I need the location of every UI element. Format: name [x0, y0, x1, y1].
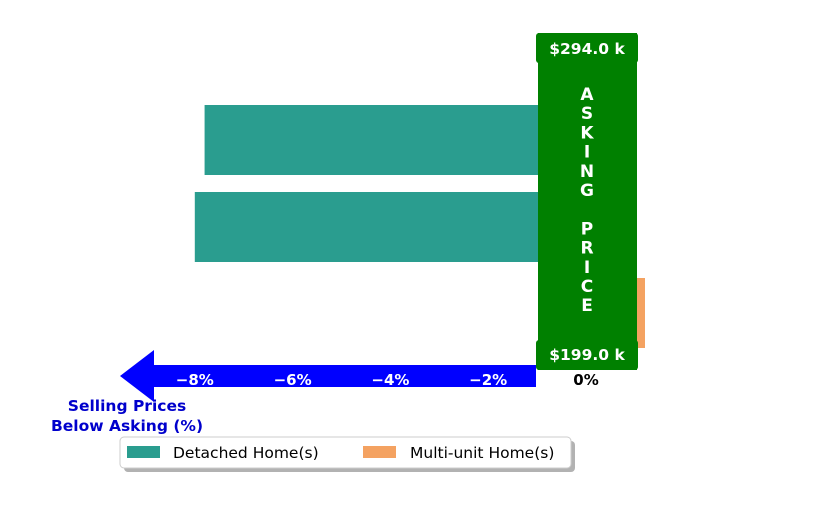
asking-price-column: [538, 33, 637, 370]
bottom-price-badge: [536, 340, 638, 370]
bottom-price-label: $199.0 k: [549, 346, 625, 364]
x-tick-label: −2%: [469, 371, 507, 389]
legend: Detached Home(s) Multi-unit Home(s): [119, 436, 575, 472]
asking-price-box: $294.0 k $199.0 k A S K I N G P R I C E: [536, 33, 638, 370]
top-price-badge: [536, 33, 638, 63]
x-tick-label: −4%: [371, 371, 409, 389]
legend-swatch: [127, 446, 160, 458]
detached-bar-1: [204, 105, 586, 175]
x-ticks: −8% −6% −4% −2% 0%: [176, 371, 599, 389]
x-tick-label: −6%: [274, 371, 312, 389]
x-tick-label: 0%: [573, 371, 598, 389]
x-axis-arrow: [120, 350, 536, 402]
legend-swatch: [363, 446, 396, 458]
legend-label: Detached Home(s): [173, 444, 319, 462]
legend-label: Multi-unit Home(s): [410, 444, 554, 462]
arrow-shaft: [150, 365, 536, 387]
legend-box: [119, 436, 572, 469]
multi-unit-bar-1: [636, 278, 645, 348]
detached-bar-2: [194, 192, 587, 262]
arrow-head: [120, 350, 154, 402]
x-axis-label: Selling Prices Below Asking (%): [51, 397, 203, 435]
x-axis-title: Selling Prices Below Asking (%): [51, 397, 203, 435]
x-tick-label: −8%: [176, 371, 214, 389]
top-price-label: $294.0 k: [549, 40, 625, 58]
bars-layer: [194, 105, 645, 348]
